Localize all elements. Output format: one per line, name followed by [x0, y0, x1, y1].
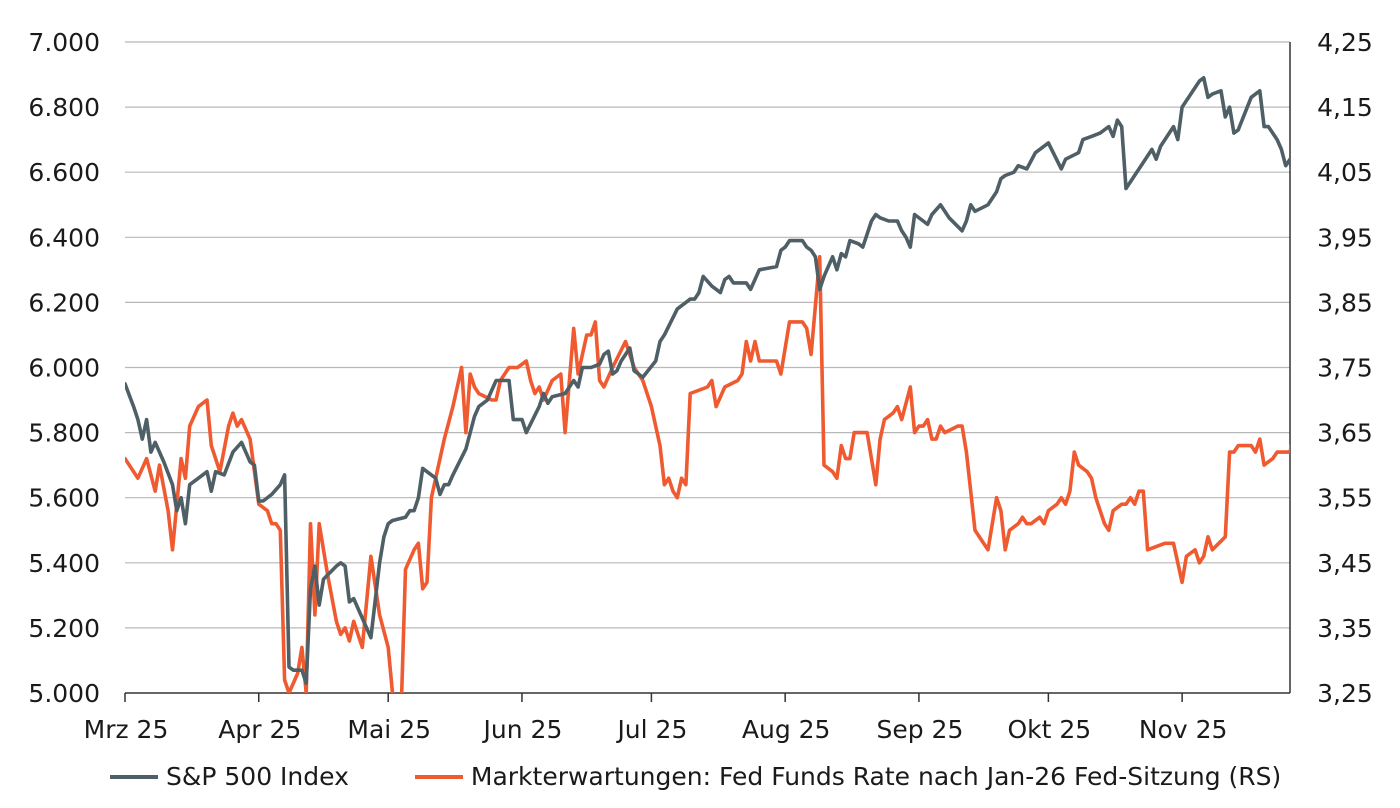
x-tick-label: Mai 25 — [347, 715, 431, 744]
series-lines — [125, 76, 1290, 693]
x-tick-label: Jul 25 — [615, 715, 687, 744]
y-right-tick-label: 4,15 — [1317, 93, 1373, 122]
series-line-sp500 — [125, 76, 1290, 686]
y-left-tick-label: 5.200 — [28, 614, 100, 643]
y-left-tick-label: 6.400 — [28, 223, 100, 252]
y-right-tick-label: 4,05 — [1317, 158, 1373, 187]
x-tick-label: Sep 25 — [876, 715, 963, 744]
y-right-tick-label: 3,45 — [1317, 549, 1373, 578]
y-right-tick-label: 4,25 — [1317, 28, 1373, 57]
y-right-tick-label: 3,35 — [1317, 614, 1373, 643]
legend: S&P 500 Index Markterwartungen: Fed Fund… — [110, 762, 1347, 791]
y-left-tick-label: 6.000 — [28, 354, 100, 383]
y-left-tick-label: 5.000 — [28, 679, 100, 708]
legend-item-sp500: S&P 500 Index — [110, 762, 349, 791]
x-tick-label: Nov 25 — [1139, 715, 1228, 744]
tick-labels: 5.000 5.200 5.400 5.600 5.800 6.000 6.200 6.400… — [28, 28, 1372, 744]
legend-label-fed-funds: Markterwartungen: Fed Funds Rate nach Ja… — [470, 762, 1282, 791]
line-chart: 5.000 5.200 5.400 5.600 5.800 6.000 6.200 6.400… — [28, 28, 1372, 744]
legend-swatch-fed-funds — [414, 774, 463, 779]
axes — [124, 42, 1291, 702]
x-tick-label: Aug 25 — [742, 715, 831, 744]
y-left-tick-label: 5.600 — [28, 484, 100, 513]
y-right-tick-label: 3,85 — [1317, 288, 1373, 317]
legend-label-sp500: S&P 500 Index — [166, 762, 349, 791]
y-right-tick-label: 3,95 — [1317, 223, 1373, 252]
y-right-tick-label: 3,75 — [1317, 354, 1373, 383]
legend-swatch-sp500 — [110, 774, 158, 779]
x-tick-label: Mrz 25 — [84, 715, 169, 744]
y-left-tick-label: 6.600 — [28, 158, 100, 187]
y-left-tick-label: 5.800 — [28, 419, 100, 448]
series-line-fed-funds — [125, 254, 1290, 693]
y-left-tick-label: 7.000 — [28, 28, 100, 57]
x-tick-label: Okt 25 — [1008, 715, 1092, 744]
y-left-tick-label: 5.400 — [28, 549, 100, 578]
y-left-tick-label: 6.200 — [28, 288, 100, 317]
legend-item-fed-funds: Markterwartungen: Fed Funds Rate nach Ja… — [414, 762, 1282, 791]
y-left-tick-label: 6.800 — [28, 93, 100, 122]
x-tick-label: Jun 25 — [482, 715, 563, 744]
y-right-tick-label: 3,55 — [1317, 484, 1373, 513]
y-right-tick-label: 3,25 — [1317, 679, 1373, 708]
gridlines — [125, 41, 1290, 629]
x-tick-label: Apr 25 — [218, 715, 301, 744]
y-right-tick-label: 3,65 — [1317, 419, 1373, 448]
